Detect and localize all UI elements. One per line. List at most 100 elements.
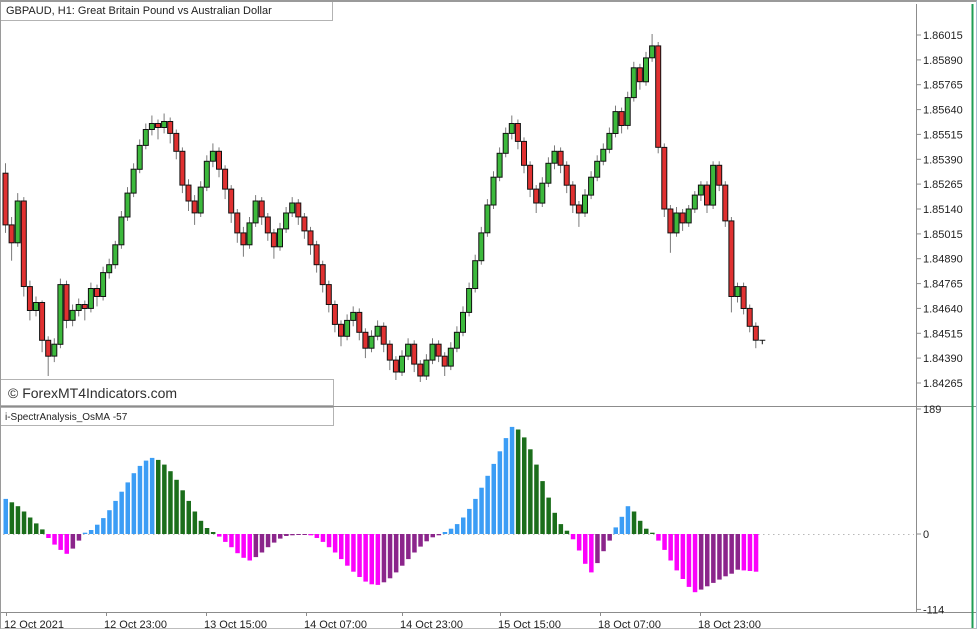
osma-bar (95, 524, 100, 534)
candlestick (557, 150, 564, 166)
candlestick (112, 244, 119, 266)
candlestick (283, 212, 290, 230)
osma-bar (180, 490, 185, 534)
candlestick (374, 325, 381, 337)
candlestick (203, 160, 210, 188)
candlestick (118, 216, 125, 246)
candlestick (130, 168, 137, 194)
osma-bar (52, 534, 57, 545)
candlestick (429, 343, 436, 361)
osma-bar (564, 530, 570, 534)
osma-bar (491, 463, 496, 534)
osma-bar (314, 534, 320, 538)
chart-title: GBPAUD, H1: Great Britain Pound vs Austr… (1, 2, 333, 21)
candlestick (277, 228, 283, 248)
osma-bar (424, 534, 429, 542)
candlestick (33, 302, 39, 311)
osma-bar (515, 429, 521, 534)
osma-bar (125, 482, 130, 534)
osma-bar (448, 528, 454, 534)
price-axis-scale[interactable] (917, 2, 976, 612)
candlestick (368, 335, 375, 349)
candlestick (521, 140, 527, 166)
osma-bar (497, 451, 503, 534)
candlestick (655, 45, 662, 148)
osma-bar (400, 534, 405, 566)
osma-bar (265, 534, 271, 548)
candlestick (136, 144, 143, 170)
indicator-current-value: -57 (112, 412, 128, 423)
osma-bar (113, 500, 118, 534)
candlestick (588, 176, 595, 196)
osma-bar (418, 534, 423, 547)
price-pane[interactable] (1, 22, 916, 406)
osma-bar (387, 534, 393, 579)
osma-bar (357, 534, 362, 577)
osma-bar (326, 534, 332, 548)
candlestick (435, 343, 442, 357)
candlestick (69, 309, 76, 321)
candlestick (270, 232, 277, 248)
osma-bar (503, 438, 509, 534)
osma-bar (613, 527, 618, 534)
osma-bar (235, 534, 240, 554)
osma-bar (308, 534, 313, 536)
indicator-name: i-SpectrAnalysis_OsMA (5, 412, 111, 423)
candlestick (216, 150, 222, 170)
candlestick (252, 200, 259, 224)
osma-bar (70, 534, 76, 549)
price-axis-label: 1.85640 (923, 105, 963, 117)
candlestick (313, 244, 320, 266)
candlestick (100, 272, 107, 298)
chart-title-text: GBPAUD, H1: Great Britain Pound vs Austr… (6, 5, 272, 17)
osma-bar (552, 512, 557, 534)
candlestick (612, 111, 619, 134)
osma-bar (570, 534, 576, 540)
candlestick (582, 194, 588, 214)
candlestick (533, 188, 540, 204)
osma-bar (76, 534, 82, 541)
osma-bar (485, 475, 490, 534)
osma-bar (644, 528, 649, 534)
price-axis-label: 1.86015 (923, 30, 963, 42)
candlestick (63, 284, 70, 321)
osma-bar (241, 534, 246, 558)
osma-bar (284, 534, 289, 536)
candlestick (356, 311, 363, 333)
candlestick (685, 208, 692, 224)
indicator-axis-label: -114 (923, 604, 944, 616)
time-axis-label: 18 Oct 23:00 (698, 619, 761, 629)
osma-bar (9, 502, 15, 534)
osma-bar (101, 518, 106, 534)
candlestick (344, 319, 351, 337)
indicator-pane[interactable] (1, 409, 916, 612)
osma-bar (363, 534, 368, 582)
candlestick (51, 343, 58, 357)
osma-bar (473, 498, 478, 534)
candlestick (57, 284, 64, 345)
candlestick (155, 123, 161, 128)
osma-bar (637, 520, 643, 534)
osma-bar (46, 534, 51, 538)
candlestick (331, 304, 338, 325)
osma-bar (296, 534, 301, 535)
time-axis-label: 14 Oct 23:00 (400, 619, 463, 629)
candlestick (106, 264, 113, 274)
osma-bar (40, 529, 45, 534)
current-price-marker (759, 339, 766, 345)
osma-bar (369, 534, 374, 585)
osma-bar (381, 534, 387, 583)
candlestick (392, 359, 399, 373)
candlestick (417, 363, 424, 377)
candlestick (325, 284, 332, 306)
osma-bar (186, 500, 191, 534)
candlestick (307, 230, 314, 246)
time-axis-scale[interactable] (1, 613, 976, 628)
candlestick (142, 129, 149, 146)
candlestick (453, 331, 460, 349)
candlestick (209, 150, 216, 162)
candlestick (728, 220, 735, 297)
candlestick (679, 212, 686, 224)
